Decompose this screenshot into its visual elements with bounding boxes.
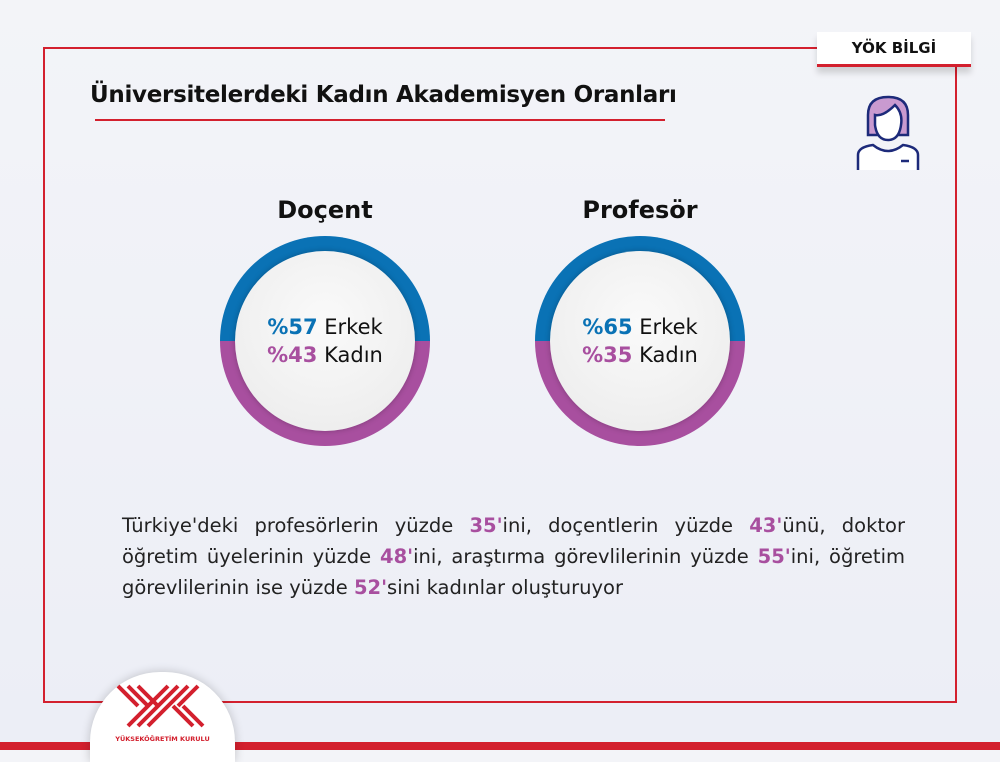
- woman-avatar-icon: [856, 95, 920, 170]
- bottom-band: [0, 742, 1000, 750]
- docent-donut: %57 Erkek %43 Kadın: [220, 236, 430, 446]
- docent-title: Doçent: [277, 196, 373, 224]
- profesor-male-label: %65 Erkek: [582, 315, 698, 339]
- docent-male-label: %57 Erkek: [267, 315, 383, 339]
- yok-bilgi-tag: YÖK BİLGİ: [817, 32, 971, 67]
- yok-logo: YÜKSEKÖĞRETİM KURULU: [90, 672, 235, 762]
- yok-logo-icon: [116, 684, 204, 728]
- page-title: Üniversitelerdeki Kadın Akademisyen Oran…: [90, 82, 677, 108]
- profesor-title: Profesör: [582, 196, 698, 224]
- frame-border: [43, 47, 957, 703]
- docent-female-label: %43 Kadın: [267, 343, 383, 367]
- profesor-female-label: %35 Kadın: [582, 343, 698, 367]
- profesor-donut: %65 Erkek %35 Kadın: [535, 236, 745, 446]
- logo-text: YÜKSEKÖĞRETİM KURULU: [115, 735, 210, 743]
- title-underline: [95, 119, 665, 121]
- summary-paragraph: Türkiye'deki profesörlerin yüzde 35'ini,…: [122, 514, 905, 599]
